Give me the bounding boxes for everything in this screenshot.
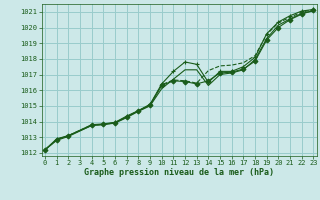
X-axis label: Graphe pression niveau de la mer (hPa): Graphe pression niveau de la mer (hPa) — [84, 168, 274, 177]
